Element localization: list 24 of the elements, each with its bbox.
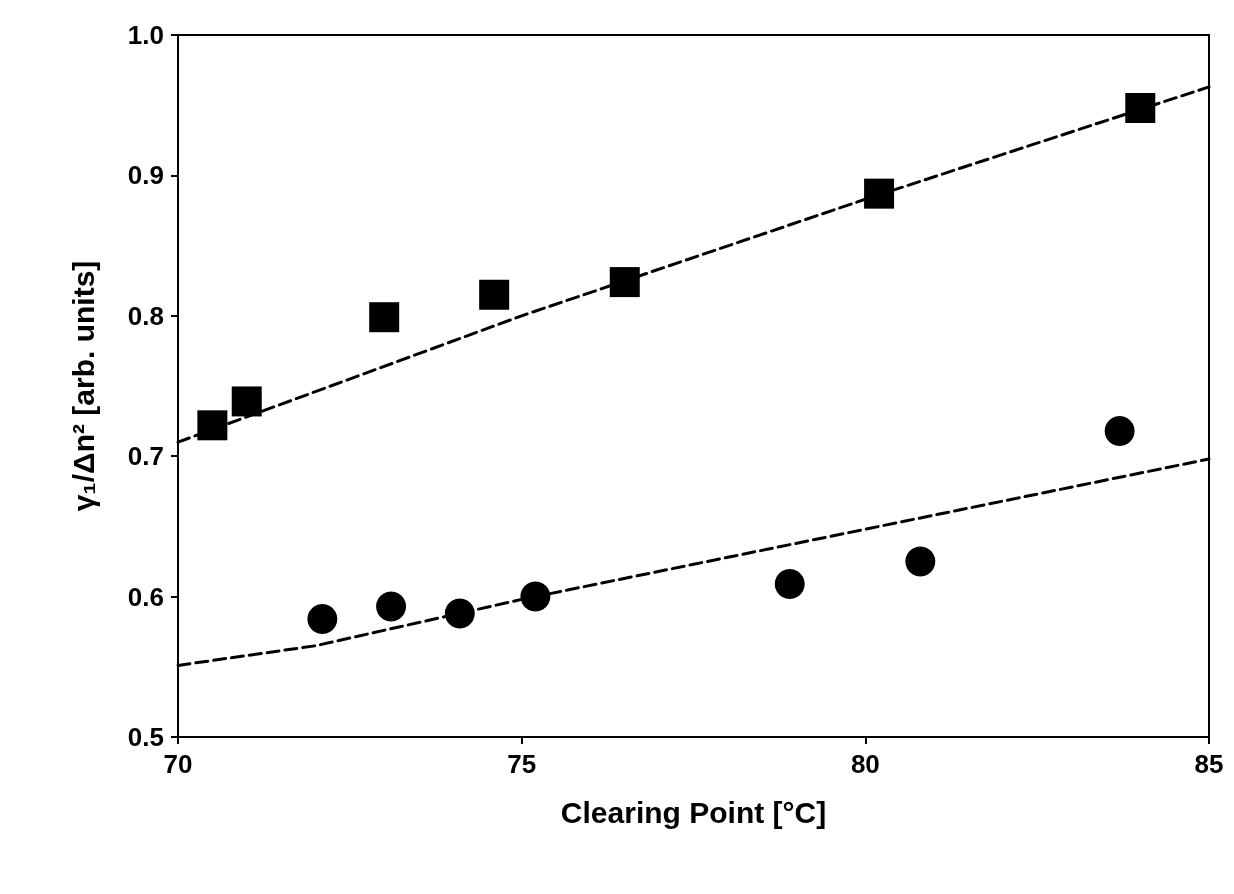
- y-tick-label: 0.5: [127, 722, 164, 752]
- y-tick-label: 1.0: [127, 20, 164, 50]
- x-tick-label: 75: [507, 749, 537, 779]
- y-tick-label: 0.8: [127, 300, 164, 331]
- y-tick-label: 0.9: [127, 160, 164, 191]
- point: [1125, 93, 1156, 124]
- point: [197, 410, 228, 441]
- point: [905, 546, 936, 577]
- x-axis-title: Clearing Point [°C]: [560, 795, 827, 829]
- y-axis-title: γ₁/Δn² [arb. units]: [66, 260, 100, 512]
- y-tick-label: 0.6: [127, 581, 164, 612]
- x-tick-label: 80: [850, 749, 880, 779]
- point: [369, 302, 400, 333]
- point: [774, 568, 805, 599]
- x-tick-label: 70: [163, 749, 193, 779]
- point: [864, 178, 895, 209]
- point: [1104, 415, 1135, 446]
- y-tick-label: 0.7: [127, 441, 164, 472]
- point: [479, 279, 510, 310]
- point: [609, 267, 640, 298]
- x-tick-label: 85: [1194, 749, 1224, 779]
- point: [376, 591, 407, 622]
- point: [307, 604, 338, 635]
- point: [231, 386, 262, 417]
